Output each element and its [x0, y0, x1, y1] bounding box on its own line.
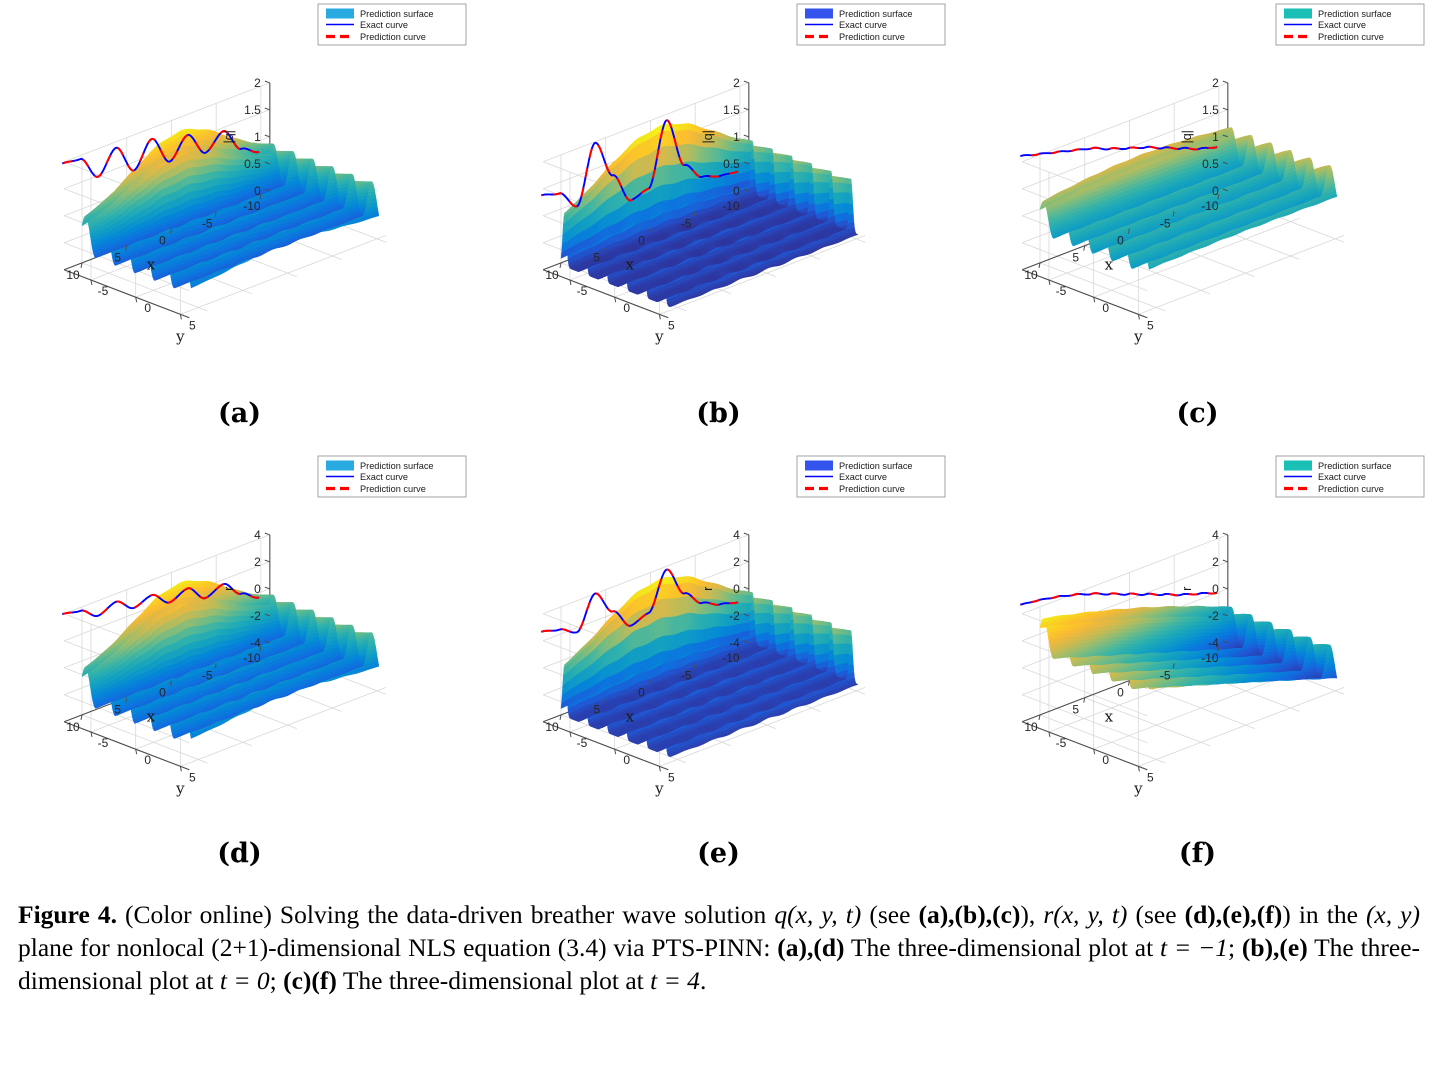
plot-panel-a: 0 0.5 1 1.5 2 10 5 0 -5 -10 -5 0 5 x y |q| Prediction su… [0, 0, 479, 430]
axis-line [64, 270, 189, 318]
